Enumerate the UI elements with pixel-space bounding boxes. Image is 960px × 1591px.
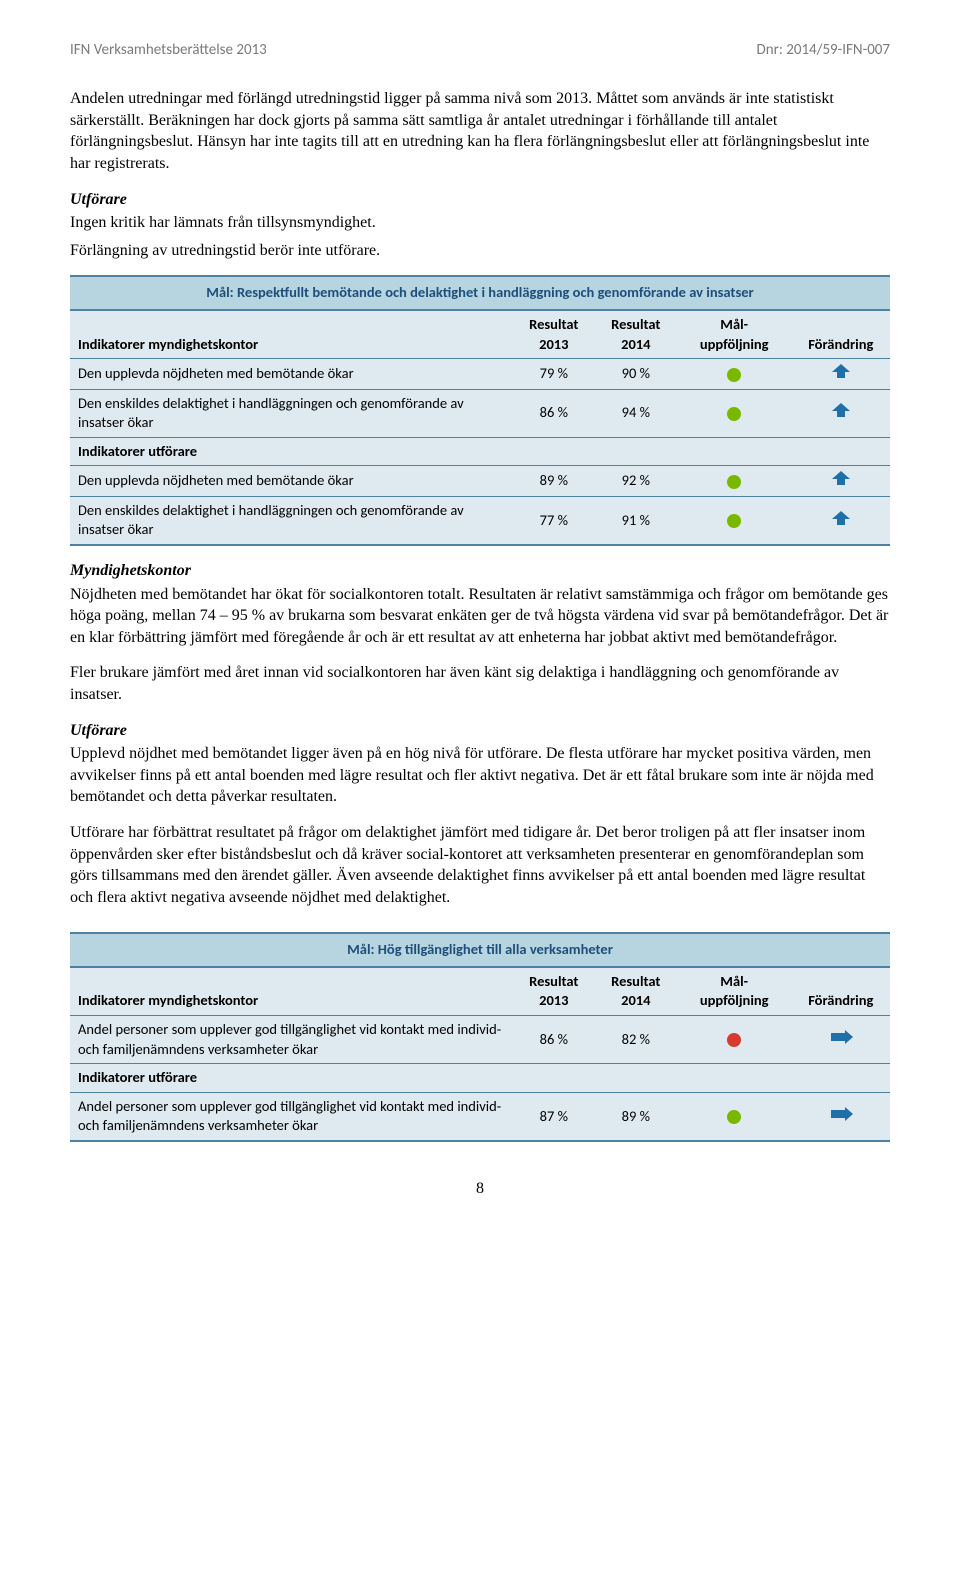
col-result-2014: Resultat2014 <box>595 310 677 359</box>
indicator-label: Andel personer som upplever god tillgäng… <box>70 1016 513 1064</box>
paragraph-intro: Andelen utredningar med förlängd utredni… <box>70 88 890 174</box>
status-dot-cell <box>677 389 792 437</box>
value-2013: 89 % <box>513 466 595 497</box>
status-dot-cell <box>677 1016 792 1064</box>
status-dot-icon <box>727 514 741 528</box>
myndighetskontor-heading: Myndighetskontor <box>70 560 890 582</box>
status-dot-icon <box>727 407 741 421</box>
arrow-up-icon <box>830 470 852 492</box>
value-2014: 89 % <box>595 1092 677 1141</box>
paragraph-mk-1: Nöjdheten med bemötandet har ökat för so… <box>70 584 890 649</box>
col-goal-followup: Mål-uppföljning <box>677 967 792 1016</box>
status-dot-icon <box>727 1033 741 1047</box>
indicator-label: Andel personer som upplever god tillgäng… <box>70 1092 513 1141</box>
goal-title: Mål: Hög tillgänglighet till alla verksa… <box>70 933 890 967</box>
header-left: IFN Verksamhetsberättelse 2013 <box>70 40 267 60</box>
value-2013: 86 % <box>513 1016 595 1064</box>
table-row: Den upplevda nöjdheten med bemötande öka… <box>70 466 890 497</box>
trend-arrow-cell <box>792 496 890 545</box>
value-2013: 77 % <box>513 496 595 545</box>
table-header-row: Indikatorer myndighetskontor Resultat201… <box>70 967 890 1016</box>
value-2014: 91 % <box>595 496 677 545</box>
trend-arrow-cell <box>792 359 890 390</box>
table-row: Andel personer som upplever god tillgäng… <box>70 1016 890 1064</box>
goal-table-1: Mål: Respektfullt bemötande och delaktig… <box>70 275 890 546</box>
col-change: Förändring <box>792 967 890 1016</box>
utforare-heading-2: Utförare <box>70 720 890 742</box>
col-result-2013: Resultat2013 <box>513 310 595 359</box>
status-dot-cell <box>677 466 792 497</box>
section-label: Indikatorer utförare <box>70 437 890 466</box>
status-dot-icon <box>727 475 741 489</box>
page-number: 8 <box>70 1178 890 1200</box>
trend-arrow-cell <box>792 1092 890 1141</box>
value-2013: 87 % <box>513 1092 595 1141</box>
indicator-label: Den enskildes delaktighet i handläggning… <box>70 496 513 545</box>
table-row: Den upplevda nöjdheten med bemötande öka… <box>70 359 890 390</box>
value-2014: 82 % <box>595 1016 677 1064</box>
arrow-up-icon <box>830 363 852 385</box>
trend-arrow-cell <box>792 466 890 497</box>
indicator-label: Den upplevda nöjdheten med bemötande öka… <box>70 359 513 390</box>
value-2014: 90 % <box>595 359 677 390</box>
page-header: IFN Verksamhetsberättelse 2013 Dnr: 2014… <box>70 40 890 60</box>
section-header-row: Indikatorer utförare <box>70 437 890 466</box>
arrow-up-icon <box>830 510 852 532</box>
status-dot-icon <box>727 368 741 382</box>
table-row: Den enskildes delaktighet i handläggning… <box>70 389 890 437</box>
paragraph-utforare-2: Förlängning av utredningstid berör inte … <box>70 240 890 262</box>
paragraph-mk-2: Fler brukare jämfört med året innan vid … <box>70 662 890 705</box>
paragraph-utforare-1: Ingen kritik har lämnats från tillsynsmy… <box>70 212 890 234</box>
col-indicator: Indikatorer myndighetskontor <box>70 310 513 359</box>
trend-arrow-cell <box>792 389 890 437</box>
value-2014: 94 % <box>595 389 677 437</box>
table-row: Den enskildes delaktighet i handläggning… <box>70 496 890 545</box>
paragraph-ut2-1: Upplevd nöjdhet med bemötandet ligger äv… <box>70 743 890 808</box>
indicator-label: Den upplevda nöjdheten med bemötande öka… <box>70 466 513 497</box>
indicator-label: Den enskildes delaktighet i handläggning… <box>70 389 513 437</box>
goal-row: Mål: Hög tillgänglighet till alla verksa… <box>70 933 890 967</box>
arrow-flat-icon <box>829 1030 853 1050</box>
value-2014: 92 % <box>595 466 677 497</box>
header-right: Dnr: 2014/59-IFN-007 <box>757 40 891 60</box>
col-change: Förändring <box>792 310 890 359</box>
status-dot-cell <box>677 496 792 545</box>
col-goal-followup: Mål-uppföljning <box>677 310 792 359</box>
section-label: Indikatorer utförare <box>70 1064 890 1093</box>
status-dot-icon <box>727 1110 741 1124</box>
goal-row: Mål: Respektfullt bemötande och delaktig… <box>70 276 890 310</box>
goal-title: Mål: Respektfullt bemötande och delaktig… <box>70 276 890 310</box>
value-2013: 79 % <box>513 359 595 390</box>
trend-arrow-cell <box>792 1016 890 1064</box>
arrow-up-icon <box>830 402 852 424</box>
status-dot-cell <box>677 359 792 390</box>
value-2013: 86 % <box>513 389 595 437</box>
goal-table-2: Mål: Hög tillgänglighet till alla verksa… <box>70 932 890 1142</box>
utforare-heading-1: Utförare <box>70 189 890 211</box>
col-result-2014: Resultat2014 <box>595 967 677 1016</box>
table-header-row: Indikatorer myndighetskontor Resultat201… <box>70 310 890 359</box>
col-result-2013: Resultat2013 <box>513 967 595 1016</box>
paragraph-ut2-2: Utförare har förbättrat resultatet på fr… <box>70 822 890 908</box>
section-header-row: Indikatorer utförare <box>70 1064 890 1093</box>
col-indicator: Indikatorer myndighetskontor <box>70 967 513 1016</box>
arrow-flat-icon <box>829 1107 853 1127</box>
table-row: Andel personer som upplever god tillgäng… <box>70 1092 890 1141</box>
status-dot-cell <box>677 1092 792 1141</box>
